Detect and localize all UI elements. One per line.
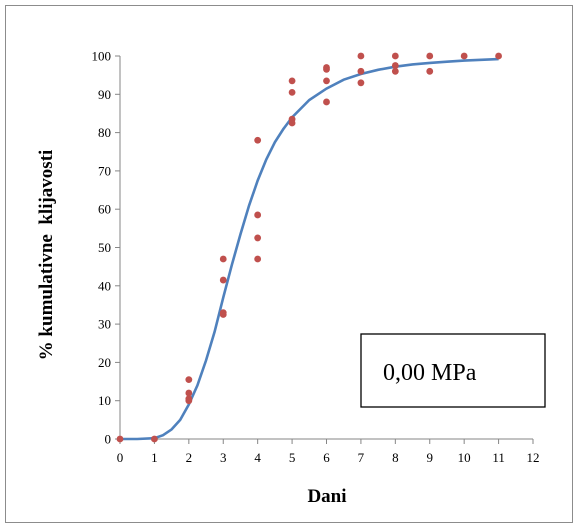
x-tick-label: 12 [527,450,540,465]
y-tick-label: 30 [98,317,111,332]
data-point [288,88,296,96]
y-tick-label: 10 [98,393,111,408]
x-tick-label: 11 [492,450,505,465]
data-point [426,67,434,75]
data-point [391,67,399,75]
x-tick-label: 5 [289,450,296,465]
data-point [288,119,296,127]
x-tick-label: 0 [117,450,124,465]
data-point [185,397,193,405]
data-point [116,435,124,443]
data-point [151,435,158,443]
data-point [391,62,399,69]
data-point [460,52,468,60]
data-point [219,276,227,284]
data-point [323,98,330,106]
x-tick-label: 2 [186,450,193,465]
data-point [254,234,262,242]
x-axis-label: Dani [307,486,346,507]
annotation-label: 0,00 MPa [383,360,477,386]
x-tick-label: 7 [358,450,365,465]
x-tick-label: 6 [323,450,330,465]
x-tick-label: 1 [151,450,158,465]
y-tick-label: 40 [98,278,111,293]
y-tick-label: 90 [98,87,111,102]
y-tick-label: 100 [92,49,112,64]
data-point [185,389,193,397]
data-point [254,255,262,263]
y-tick-label: 50 [98,240,111,255]
data-point [323,66,330,73]
data-point [254,136,262,144]
data-point [426,52,434,60]
x-tick-label: 3 [220,450,227,465]
fit-curve [120,57,499,441]
y-tick-label: 0 [105,432,112,447]
y-tick-label: 60 [98,202,111,217]
data-point [219,255,227,263]
x-tick-label: 9 [427,450,434,465]
data-points [116,52,502,443]
data-point [357,67,365,75]
data-point [357,79,365,87]
data-point [391,52,399,60]
data-point [288,77,296,85]
x-tick-label: 10 [458,450,471,465]
x-tick-label: 8 [392,450,399,465]
y-tick-label: 80 [98,125,111,140]
data-point [357,52,365,60]
y-tick-label: 70 [98,163,111,178]
data-point [254,211,262,219]
annotation-box [360,333,546,408]
x-tick-label: 4 [254,450,261,465]
y-axis-label: % kumulativne klijavosti [36,150,57,361]
data-point [323,77,330,85]
y-tick-label: 20 [98,355,111,370]
data-point [185,376,193,384]
data-point [219,311,227,318]
data-point [495,52,502,60]
